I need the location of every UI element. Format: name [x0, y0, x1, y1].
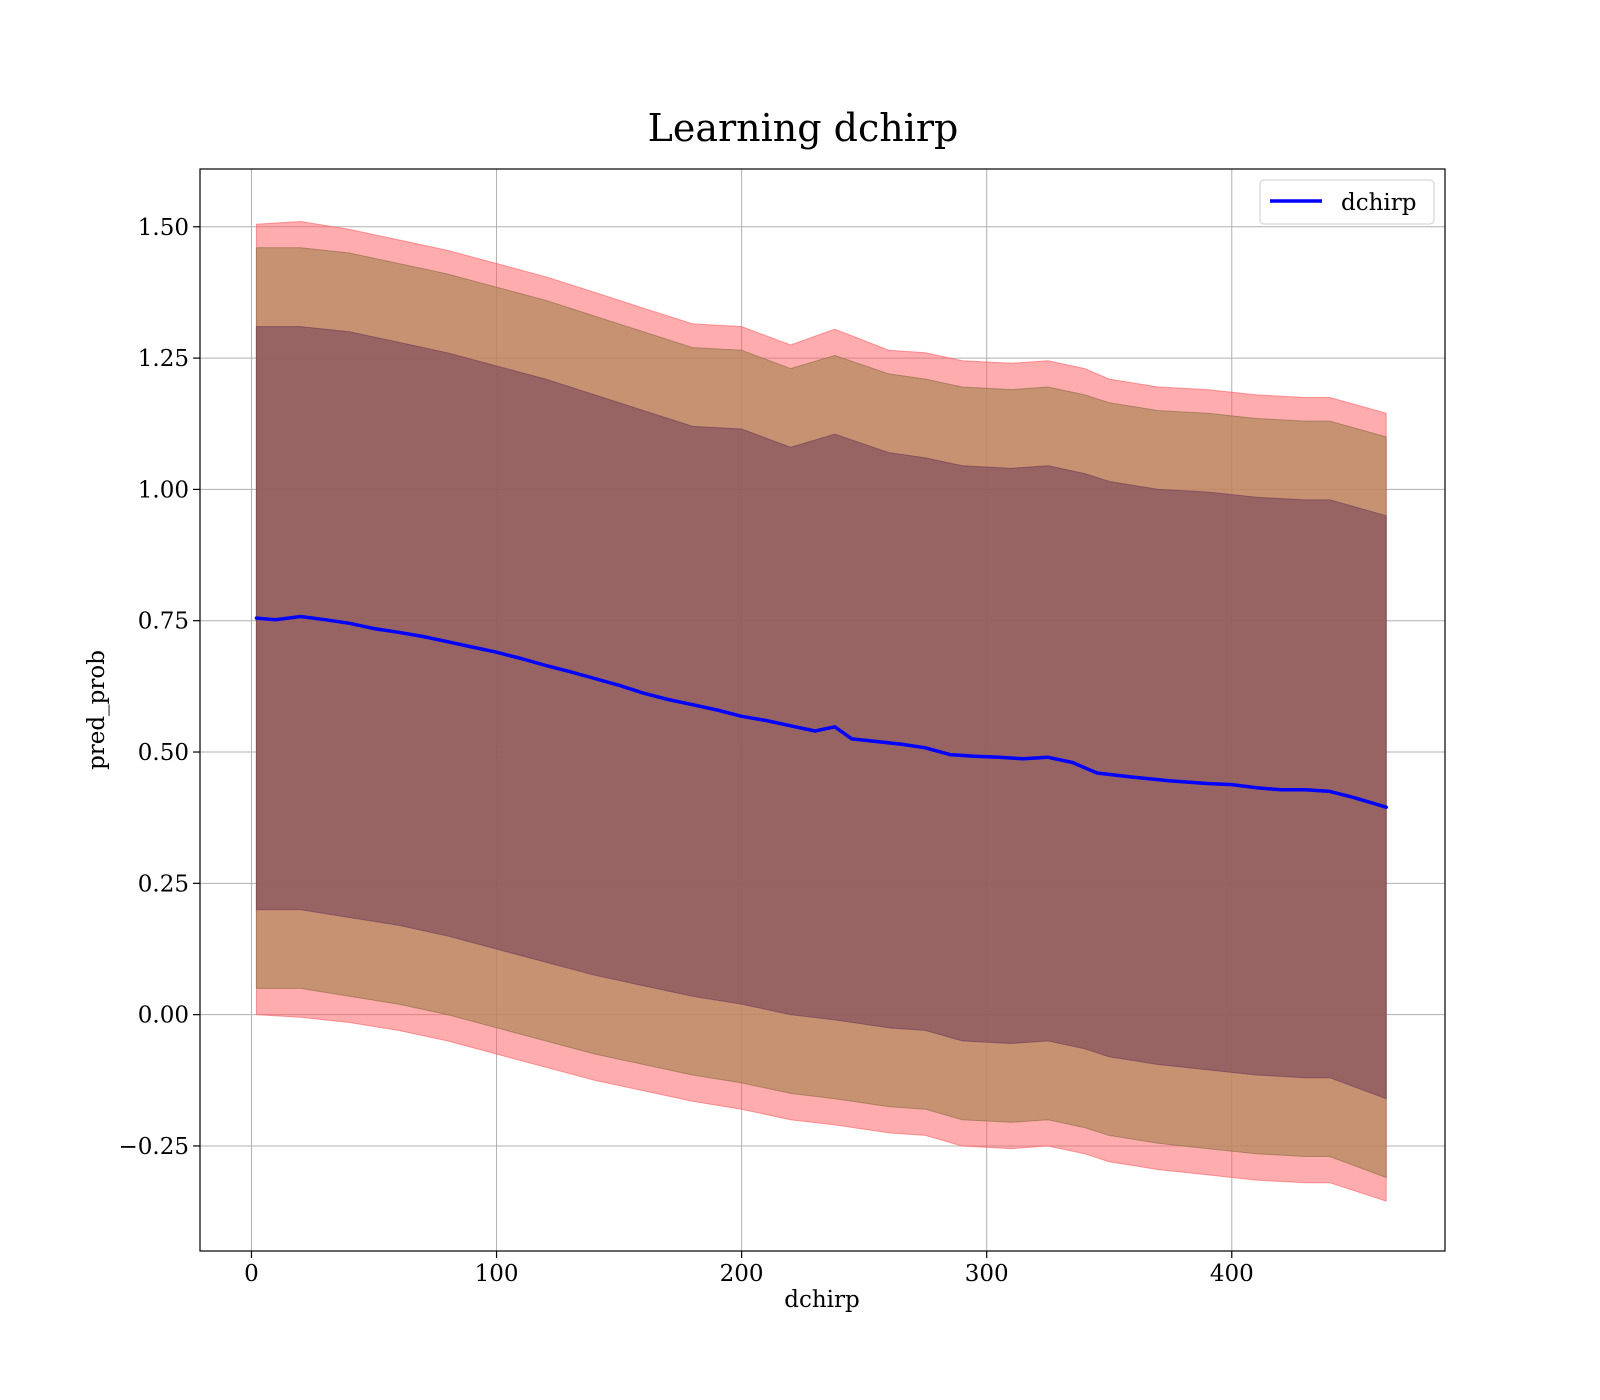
legend: dchirp: [1259, 179, 1435, 225]
legend-box: [1259, 179, 1435, 225]
legend-label-dchirp: dchirp: [1341, 190, 1417, 216]
y-tick-label: −0.25: [119, 1134, 189, 1160]
x-tick-label: 0: [244, 1261, 259, 1287]
series-line-dchirp: [254, 614, 1388, 809]
y-tick-label: 0.25: [138, 871, 189, 897]
x-tick-label: 300: [965, 1261, 1009, 1287]
y-tick-label: 1.00: [138, 477, 189, 503]
x-axis-ticks: 0 100 200 300 400: [244, 1251, 1254, 1287]
bands: [255, 220, 1387, 1202]
y-tick-label: 1.25: [138, 346, 189, 372]
plot-frame: [199, 168, 1446, 1252]
y-tick-label: 0.00: [138, 1003, 189, 1029]
y-axis-ticks: −0.25 0.00 0.25 0.50 0.75 1.00 1.25 1.50: [119, 215, 200, 1160]
band-inner: [255, 326, 1387, 1100]
series-lines: [254, 614, 1388, 809]
y-tick-label: 0.75: [138, 609, 189, 635]
x-tick-label: 200: [720, 1261, 764, 1287]
x-tick-label: 400: [1210, 1261, 1254, 1287]
y-tick-label: 0.50: [138, 740, 189, 766]
y-tick-label: 1.50: [138, 215, 189, 241]
y-axis-label: pred_prob: [84, 650, 110, 770]
chart-title: Learning dchirp: [648, 106, 959, 150]
x-tick-label: 100: [475, 1261, 519, 1287]
x-axis-label: dchirp: [784, 1287, 860, 1313]
